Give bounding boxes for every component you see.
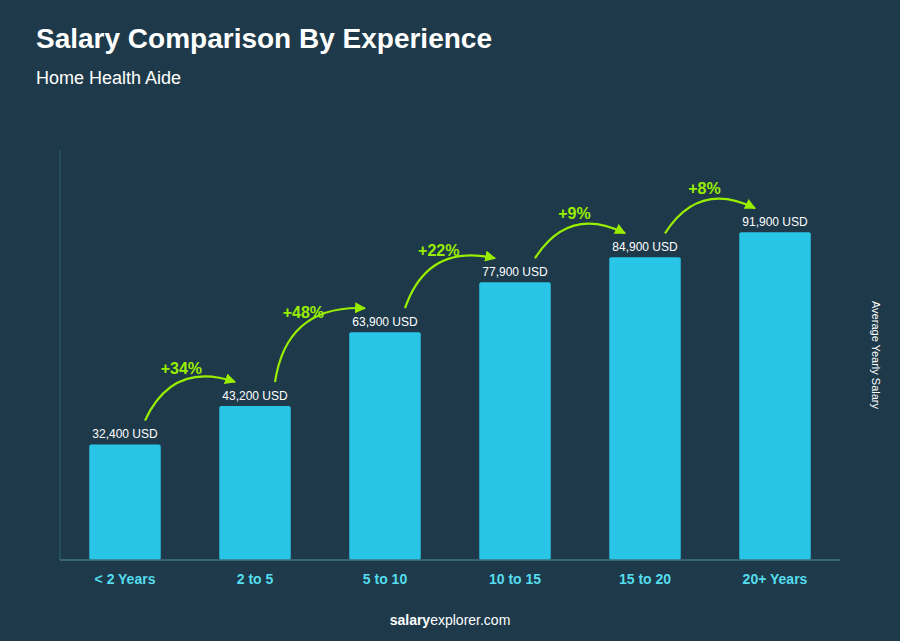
change-label: +34% — [161, 360, 202, 377]
bars — [89, 232, 811, 560]
change-arrow — [145, 376, 235, 420]
data-label: 84,900 USD — [612, 240, 678, 254]
change-label: +9% — [558, 205, 590, 222]
change-label: +22% — [418, 242, 459, 259]
y-axis-line — [60, 150, 61, 560]
footer-part: explorer.com — [430, 612, 510, 628]
footer-part: salary — [390, 612, 431, 628]
bar — [349, 332, 421, 560]
change-arrow — [665, 199, 755, 234]
footer: salaryexplorer.com — [390, 612, 511, 628]
y-axis-label: Average Yearly Salary — [870, 301, 882, 410]
x-tick-label: 5 to 10 — [363, 571, 408, 587]
bar — [479, 282, 551, 560]
x-tick-label: 2 to 5 — [237, 571, 274, 587]
change-label: +48% — [283, 304, 324, 321]
bar — [609, 257, 681, 560]
bar — [739, 232, 811, 560]
bar — [89, 444, 161, 560]
data-label: 43,200 USD — [222, 389, 288, 403]
bar — [219, 406, 291, 560]
chart: Salary Comparison By Experience Home Heal… — [0, 0, 900, 641]
background — [0, 0, 900, 641]
x-tick-label: 15 to 20 — [619, 571, 671, 587]
data-label: 32,400 USD — [92, 427, 158, 441]
x-tick-label: 20+ Years — [743, 571, 808, 587]
x-axis-line — [60, 559, 840, 561]
data-label: 77,900 USD — [482, 265, 548, 279]
x-tick-label: < 2 Years — [95, 571, 156, 587]
x-tick-label: 10 to 15 — [489, 571, 541, 587]
data-label: 63,900 USD — [352, 315, 418, 329]
change-arrow — [405, 255, 495, 308]
data-label: 91,900 USD — [742, 215, 808, 229]
change-arrow — [535, 224, 625, 259]
title: Salary Comparison By Experience — [36, 23, 492, 54]
subtitle: Home Health Aide — [36, 68, 181, 88]
change-label: +8% — [688, 180, 720, 197]
